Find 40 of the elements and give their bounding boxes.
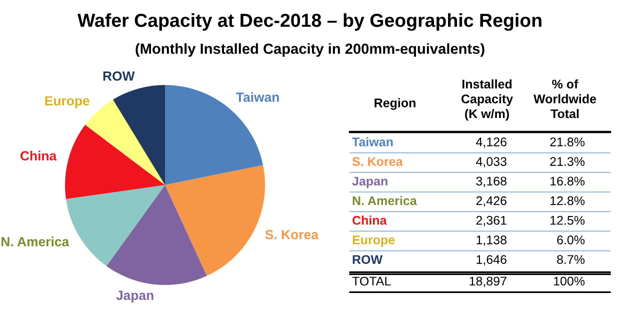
slice-label: N. America xyxy=(2,236,70,246)
slice-label: ROW xyxy=(103,71,135,81)
text: 21.8% xyxy=(550,138,585,146)
text: 1,646 xyxy=(476,255,506,266)
text: TOTAL xyxy=(352,276,391,286)
pie-slice xyxy=(65,124,165,199)
chart-subtitle: (Monthly Installed Capacity in 200mm-equivalents) xyxy=(136,43,484,57)
text: ROW xyxy=(352,255,383,264)
text: 2,426 xyxy=(476,196,506,207)
text: 12.5% xyxy=(550,216,585,225)
text: 8.7% xyxy=(557,255,585,264)
text: Japan xyxy=(352,176,388,188)
slice-label: S. Korea xyxy=(265,230,318,240)
pie-slice xyxy=(106,185,207,285)
slice-label: Taiwan xyxy=(236,92,279,102)
slice-label: Europe xyxy=(45,96,90,108)
text: N. America xyxy=(352,196,417,206)
text: 4,126 xyxy=(476,138,506,148)
text: 3,168 xyxy=(476,176,506,188)
text: 100% xyxy=(554,276,585,286)
slice-label: China xyxy=(20,150,57,160)
text: S. Korea xyxy=(352,157,403,166)
pie-slice xyxy=(165,165,265,276)
text: 21.3% xyxy=(550,157,585,166)
text: % of Worldwide Total xyxy=(534,79,596,118)
text: 16.8% xyxy=(550,176,585,186)
text: Installed Capacity (K w/m) xyxy=(461,79,513,121)
text: 6.0% xyxy=(557,236,585,244)
text: Taiwan xyxy=(352,137,393,146)
text: 18,897 xyxy=(470,276,506,288)
text: 2,361 xyxy=(476,216,506,226)
text: Europe xyxy=(352,236,395,247)
slice-label: Japan xyxy=(116,290,154,303)
text: Region xyxy=(374,98,416,110)
chart-title: Wafer Capacity at Dec-2018 – by Geographic Region xyxy=(78,13,542,31)
text: 4,033 xyxy=(476,157,506,168)
text: 1,138 xyxy=(476,236,506,246)
text: 12.8% xyxy=(550,196,585,206)
pie-slice xyxy=(112,85,165,185)
text: China xyxy=(352,216,387,225)
